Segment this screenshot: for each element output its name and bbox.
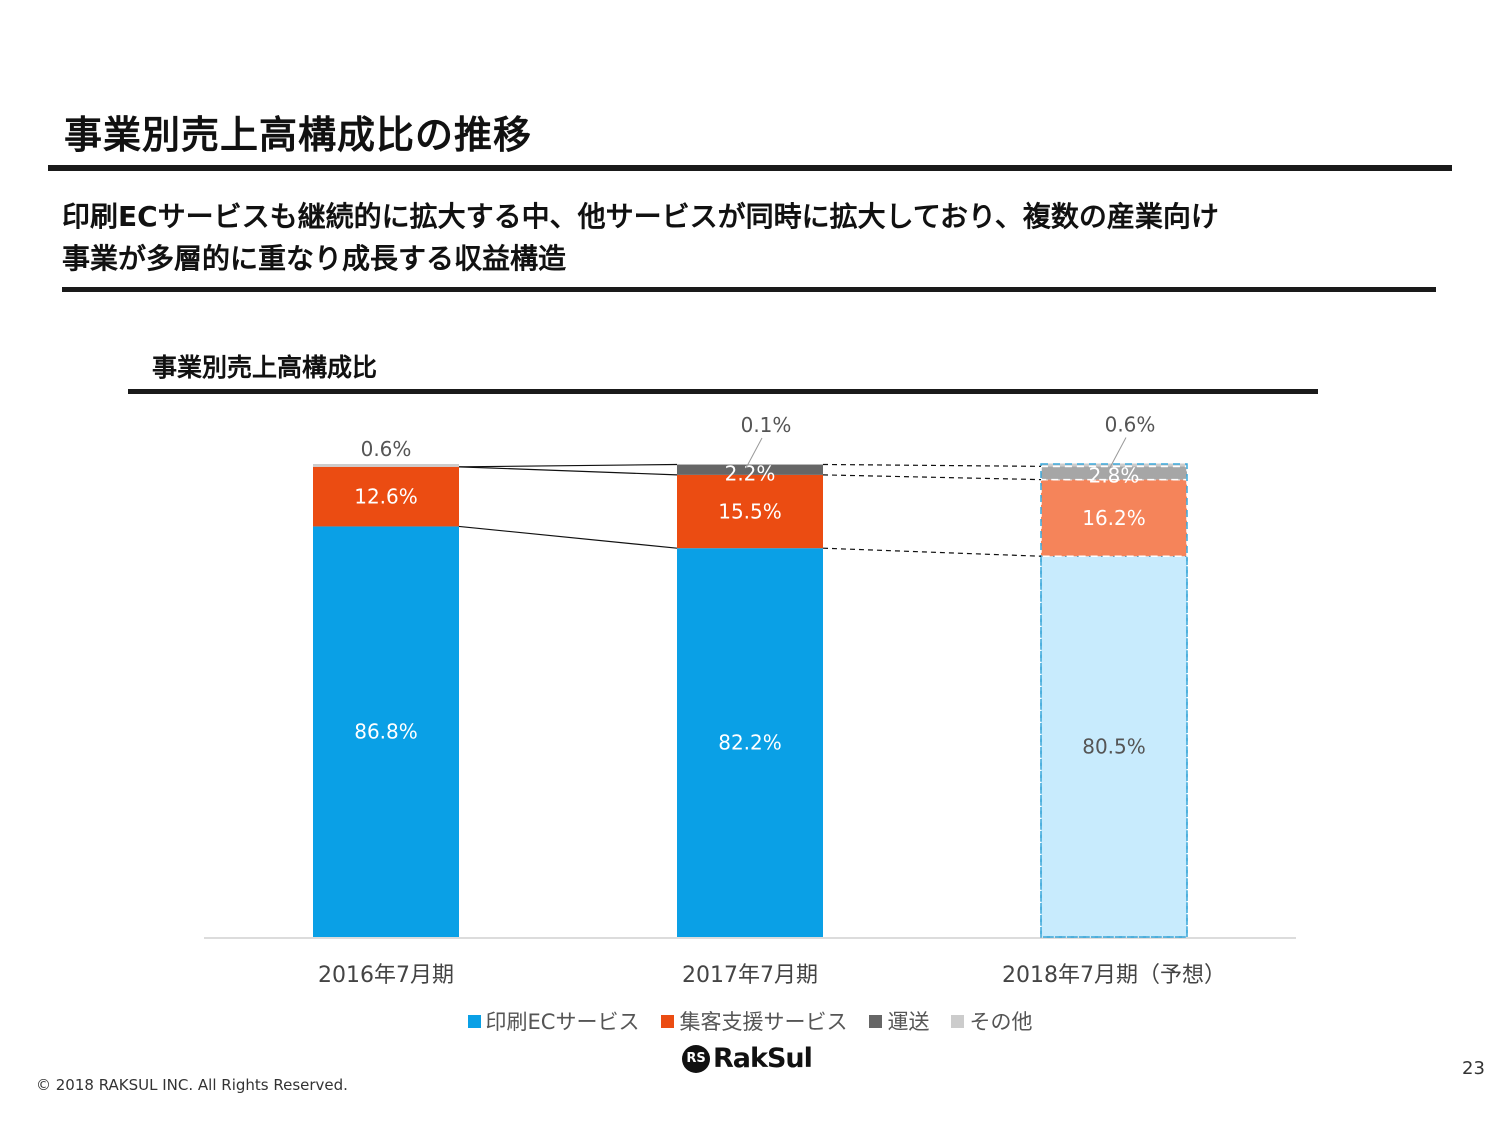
subtitle-line-1: 印刷ECサービスも継続的に拡大する中、他サービスが同時に拡大しており、複数の産業… <box>62 200 1219 233</box>
legend-label-3: その他 <box>969 1010 1033 1034</box>
slide-subtitle: 印刷ECサービスも継続的に拡大する中、他サービスが同時に拡大しており、複数の産業… <box>62 196 1452 280</box>
copyright-notice: © 2018 RAKSUL INC. All Rights Reserved. <box>36 1076 348 1094</box>
data-label-1-2: 2.2% <box>725 461 776 485</box>
bar-segment-0-1 <box>313 466 459 527</box>
legend-swatch-2 <box>869 1014 883 1028</box>
legend-item-1: 集客支援サービス <box>661 1006 847 1036</box>
bar-segment-2-1 <box>1040 478 1188 557</box>
legend-item-2: 運送 <box>869 1006 929 1036</box>
slide-title: 事業別売上高構成比の推移 <box>64 113 533 157</box>
connector-line-0-0 <box>458 525 678 549</box>
stacked-bar-chart: 86.8% 12.6% 0.6% 2016年7月期 82.2% 15.5% 2.2% 0.1%… <box>204 413 1296 988</box>
subtitle-line-2: 事業が多層的に重なり成長する収益構造 <box>62 242 567 275</box>
bar-segment-1-0 <box>677 548 823 937</box>
raksul-logo: RS RakSul <box>682 1043 813 1074</box>
bar-segment-1-1 <box>677 474 823 549</box>
title-divider <box>48 165 1452 171</box>
category-label-1: 2017年7月期 <box>682 963 818 988</box>
legend-swatch-0 <box>467 1014 481 1028</box>
bar-segment-0-3 <box>313 464 459 467</box>
data-label-2-0: 80.5% <box>1082 735 1146 759</box>
category-label-2: 2018年7月期（予想） <box>1002 963 1226 988</box>
leader-line-2 <box>1109 437 1127 468</box>
connector-line-1-0 <box>822 547 1042 557</box>
connector-line-1-1 <box>822 474 1042 481</box>
connector-line-1-2 <box>822 463 1042 467</box>
data-label-2-2: 2.8% <box>1089 463 1140 487</box>
subtitle-divider <box>62 287 1436 292</box>
data-label-0-3: 0.6% <box>361 437 412 461</box>
bar-segment-1-3 <box>677 464 823 465</box>
leader-line-1 <box>745 437 763 469</box>
bar-segment-1-2 <box>677 464 823 475</box>
page-number: 23 <box>1462 1058 1485 1079</box>
legend-label-1: 集客支援サービス <box>679 1010 848 1034</box>
data-label-1-1: 15.5% <box>718 500 782 524</box>
category-label-0: 2016年7月期 <box>318 963 454 988</box>
logo-text: RakSul <box>713 1043 813 1074</box>
legend-item-3: その他 <box>951 1006 1032 1036</box>
legend-swatch-3 <box>951 1014 965 1028</box>
chart-legend: 印刷ECサービス 集客支援サービス 運送 その他 <box>0 1006 1500 1036</box>
data-label-0-1: 12.6% <box>354 485 418 509</box>
chart-heading: 事業別売上高構成比 <box>152 353 378 382</box>
chart-heading-divider <box>128 389 1318 394</box>
data-label-1-0: 82.2% <box>718 731 782 755</box>
projected-bar-outline <box>1040 463 1188 938</box>
raksul-logo-mark-icon: RS <box>682 1044 710 1073</box>
connector-line-0-1 <box>458 466 678 476</box>
legend-swatch-1 <box>661 1014 675 1028</box>
legend-item-0: 印刷ECサービス <box>467 1006 640 1036</box>
data-label-0-0: 86.8% <box>354 720 418 744</box>
data-label-2-3: 0.6% <box>1105 413 1156 437</box>
bar-segment-0-0 <box>313 526 459 937</box>
connector-line-0-2 <box>458 463 678 468</box>
legend-label-0: 印刷ECサービス <box>485 1010 640 1034</box>
data-label-1-3: 0.1% <box>741 413 792 437</box>
legend-label-2: 運送 <box>887 1010 930 1034</box>
data-label-2-1: 16.2% <box>1082 506 1146 530</box>
